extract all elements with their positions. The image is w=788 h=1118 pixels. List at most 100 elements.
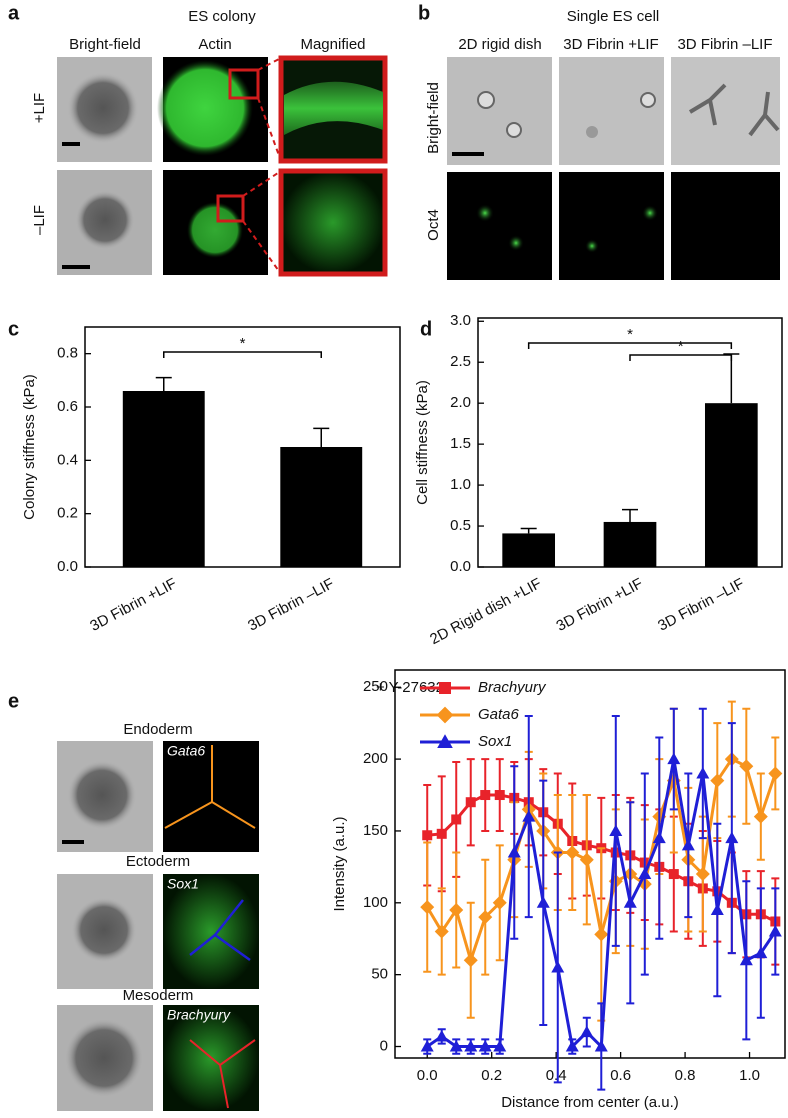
- micrograph: [671, 172, 780, 280]
- marker: [594, 927, 609, 942]
- scale-bar: [62, 142, 80, 146]
- row-label: Mesoderm: [123, 987, 194, 1004]
- marker-label: Gata6: [167, 743, 205, 759]
- y-axis-label: Cell stiffness (kPa): [414, 380, 431, 505]
- y-tick-label: 50: [371, 966, 388, 983]
- legend-label: Sox1: [478, 733, 512, 750]
- error-bar: [622, 508, 638, 522]
- y-tick-label: 150: [363, 822, 388, 839]
- marker: [681, 838, 695, 851]
- x-tick-label: 0.0: [417, 1067, 438, 1084]
- cell: [506, 122, 522, 138]
- bar: [502, 533, 556, 567]
- marker: [710, 903, 724, 915]
- row-label: Bright-field: [425, 82, 442, 154]
- plot-frame: [84, 326, 401, 568]
- row-label: +LIF: [31, 93, 48, 123]
- marker: [753, 809, 768, 824]
- column-label: 3D Fibrin +LIF: [563, 36, 658, 53]
- profile-lines: [189, 1039, 256, 1109]
- marker: [451, 814, 462, 825]
- legend-label: Gata6: [478, 706, 520, 723]
- y-tick-label: 0: [380, 1037, 388, 1054]
- bar: [280, 447, 363, 567]
- micrograph-group: Gata6 Sox1 Brachyury: [57, 741, 259, 1111]
- significance-label: *: [678, 338, 684, 355]
- row-label: Endoderm: [123, 721, 192, 738]
- micrograph: [559, 57, 664, 165]
- marker: [565, 1040, 579, 1052]
- fluorescence: [157, 60, 253, 156]
- micrograph-group: [57, 55, 388, 277]
- scale-bar: [452, 152, 484, 156]
- marker: [493, 1040, 507, 1052]
- marker: [609, 824, 623, 836]
- x-tick-label: 0.6: [610, 1067, 631, 1084]
- y-tick-label: 1.0: [450, 476, 471, 493]
- marker: [422, 830, 433, 841]
- legend-marker: [439, 682, 451, 694]
- marker: [420, 1040, 434, 1052]
- y-tick-label: 0.2: [57, 505, 78, 522]
- row-label: Ectoderm: [126, 853, 190, 870]
- micrograph: [559, 172, 664, 280]
- y-tick-label: 250: [363, 678, 388, 695]
- marker: [580, 1025, 594, 1038]
- marker: [754, 946, 768, 959]
- fluorescence: [187, 202, 243, 258]
- micrograph: [447, 172, 552, 280]
- y-axis-label: Intensity (a.u.): [331, 816, 348, 911]
- marker: [579, 852, 594, 867]
- marker: [768, 925, 782, 937]
- marker: [739, 953, 753, 966]
- x-tick-label: 2D Rigid dish +LIF: [427, 575, 544, 648]
- micrograph: [163, 874, 259, 989]
- colony: [75, 190, 135, 250]
- marker: [551, 960, 565, 973]
- cell: [585, 239, 599, 253]
- profile-lines: [164, 745, 256, 829]
- y-tick-label: 0.0: [57, 558, 78, 575]
- panel-letter: b: [418, 2, 430, 24]
- marker: [522, 810, 536, 822]
- cell: [642, 205, 658, 221]
- error-bar: [155, 376, 172, 391]
- x-axis-label: Distance from center (a.u.): [501, 1094, 679, 1111]
- legend-marker: [436, 706, 454, 724]
- x-tick-label: 3D Fibrin –LIF: [245, 575, 337, 635]
- y-axis-label: Colony stiffness (kPa): [21, 374, 38, 520]
- marker: [695, 867, 710, 882]
- marker-label: Brachyury: [167, 1007, 231, 1023]
- cell: [508, 235, 524, 251]
- x-tick-label: 0.4: [546, 1067, 567, 1084]
- marker: [739, 759, 754, 774]
- cell: [688, 83, 727, 126]
- y-tick-label: 0.6: [57, 398, 78, 415]
- y-tick-label: 200: [363, 750, 388, 767]
- plot-frame: [477, 317, 783, 568]
- scale-bar: [62, 265, 90, 269]
- marker: [710, 773, 725, 788]
- y-tick-label: 2.5: [450, 353, 471, 370]
- spheroid: [67, 760, 137, 830]
- y-tick-label: 0.5: [450, 517, 471, 534]
- y-tick-label: 100: [363, 894, 388, 911]
- marker: [725, 831, 739, 844]
- cell: [477, 91, 495, 109]
- error-bar: [723, 353, 740, 404]
- marker: [492, 895, 507, 910]
- marker: [449, 902, 464, 917]
- marker: [478, 1040, 492, 1052]
- column-label: Actin: [198, 36, 231, 53]
- scale-bar: [62, 840, 84, 844]
- marker: [768, 766, 783, 781]
- panel-letter: e: [8, 690, 19, 712]
- x-tick-label: 3D Fibrin +LIF: [87, 575, 179, 635]
- marker: [507, 846, 521, 858]
- marker: [434, 924, 449, 939]
- spheroid: [71, 897, 137, 963]
- marker-label: Sox1: [167, 876, 199, 892]
- cell: [586, 126, 598, 138]
- legend-marker: [437, 734, 453, 748]
